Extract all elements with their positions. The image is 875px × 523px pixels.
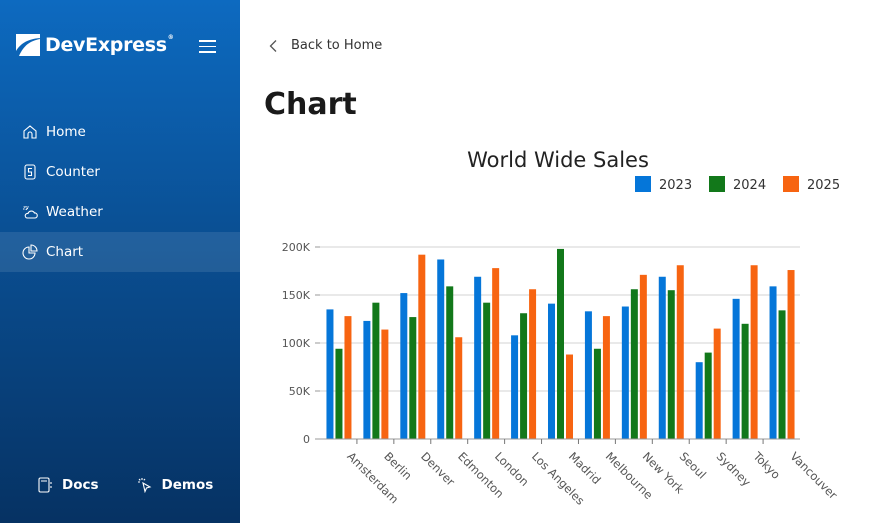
legend-swatch-2023 — [635, 176, 651, 192]
bar-2023[interactable] — [658, 276, 666, 439]
x-tick-label: Tokyo — [750, 449, 783, 482]
bar-2023[interactable] — [548, 303, 555, 439]
bar-2024[interactable] — [483, 302, 491, 439]
sidebar-item-label: Counter — [46, 164, 100, 180]
bar-2025[interactable] — [381, 329, 389, 439]
bar-2023[interactable] — [584, 311, 592, 439]
brand-name: DevExpress® — [45, 34, 174, 56]
sidebar-item-home[interactable]: Home — [0, 112, 240, 152]
bar-2025[interactable] — [492, 268, 500, 439]
y-tick-label: 50K — [289, 385, 311, 398]
bar-2024[interactable] — [409, 317, 417, 439]
chart-title: World Wide Sales — [467, 148, 649, 172]
bar-2025[interactable] — [566, 354, 573, 439]
bar-2024[interactable] — [520, 313, 528, 439]
demos-link[interactable]: Demos — [137, 477, 213, 493]
bar-2023[interactable] — [363, 320, 371, 439]
bar-2023[interactable] — [732, 298, 740, 439]
counter-icon — [24, 164, 36, 180]
chart-legend: 2023 2024 2025 — [635, 176, 840, 193]
legend-label-2025[interactable]: 2025 — [807, 178, 840, 193]
bar-2025[interactable] — [639, 274, 647, 439]
bar-2023[interactable] — [326, 309, 334, 439]
x-tick-label: Sydney — [714, 449, 754, 489]
x-tick-label: Denver — [418, 449, 458, 489]
sidebar-nav: Home Counter Weather — [0, 112, 240, 272]
legend-label-2023[interactable]: 2023 — [659, 178, 692, 193]
bar-2025[interactable] — [344, 316, 352, 439]
page-title: Chart — [264, 87, 357, 122]
chart-icon — [22, 244, 38, 260]
chart-bars — [326, 248, 795, 439]
brand-logo[interactable]: DevExpress® — [16, 33, 174, 57]
bar-2023[interactable] — [695, 362, 703, 439]
sidebar-item-chart[interactable]: Chart — [0, 232, 240, 272]
x-tick-label: Berlin — [381, 449, 414, 482]
chart-grid: 0 50K 100K 150K 200K — [282, 241, 800, 446]
devexpress-logo-icon — [16, 34, 40, 56]
menu-toggle-button[interactable] — [199, 40, 216, 54]
bar-2025[interactable] — [750, 265, 758, 439]
y-tick-label: 200K — [282, 241, 311, 254]
bar-2024[interactable] — [667, 290, 675, 439]
bar-2025[interactable] — [418, 254, 426, 439]
sidebar: DevExpress® Home Counter — [0, 0, 240, 523]
bar-2025[interactable] — [455, 337, 463, 439]
legend-label-2024[interactable]: 2024 — [733, 178, 766, 193]
weather-icon — [23, 206, 38, 219]
legend-swatch-2024 — [709, 176, 725, 192]
bar-2025[interactable] — [529, 289, 537, 439]
bar-2024[interactable] — [335, 348, 343, 439]
bar-2024[interactable] — [372, 302, 380, 439]
bar-2024[interactable] — [446, 286, 454, 439]
docs-icon — [38, 477, 52, 493]
bar-2024[interactable] — [593, 348, 601, 439]
bar-2025[interactable] — [713, 328, 721, 439]
sidebar-item-label: Home — [46, 124, 86, 140]
demos-icon — [137, 478, 151, 493]
bar-2024[interactable] — [630, 289, 638, 439]
bar-2024[interactable] — [741, 323, 749, 439]
bar-2025[interactable] — [602, 316, 610, 439]
bar-2025[interactable] — [676, 265, 684, 439]
x-tick-label: Vancouver — [787, 449, 840, 502]
bar-2023[interactable] — [437, 259, 445, 439]
chevron-left-icon — [269, 39, 277, 52]
bar-2024[interactable] — [778, 310, 786, 439]
y-tick-label: 100K — [282, 337, 311, 350]
bar-2024[interactable] — [704, 352, 712, 439]
bar-2023[interactable] — [511, 335, 519, 439]
docs-link[interactable]: Docs — [37, 477, 99, 493]
y-tick-label: 0 — [303, 433, 310, 446]
bar-2023[interactable] — [621, 306, 629, 439]
y-tick-label: 150K — [282, 289, 311, 302]
bar-2024[interactable] — [557, 248, 564, 439]
sidebar-item-label: Chart — [46, 244, 84, 260]
bar-2025[interactable] — [787, 270, 795, 439]
bar-2023[interactable] — [769, 286, 777, 439]
bar-2023[interactable] — [474, 276, 482, 439]
home-icon — [23, 125, 37, 139]
sidebar-item-weather[interactable]: Weather — [0, 192, 240, 232]
sidebar-item-label: Weather — [46, 204, 103, 220]
x-tick-label: Seoul — [677, 449, 709, 481]
bar-2023[interactable] — [400, 293, 408, 439]
legend-swatch-2025 — [783, 176, 799, 192]
sidebar-footer: Docs Demos — [0, 477, 240, 493]
sidebar-item-counter[interactable]: Counter — [0, 152, 240, 192]
back-to-home-link[interactable]: Back to Home — [268, 38, 382, 53]
